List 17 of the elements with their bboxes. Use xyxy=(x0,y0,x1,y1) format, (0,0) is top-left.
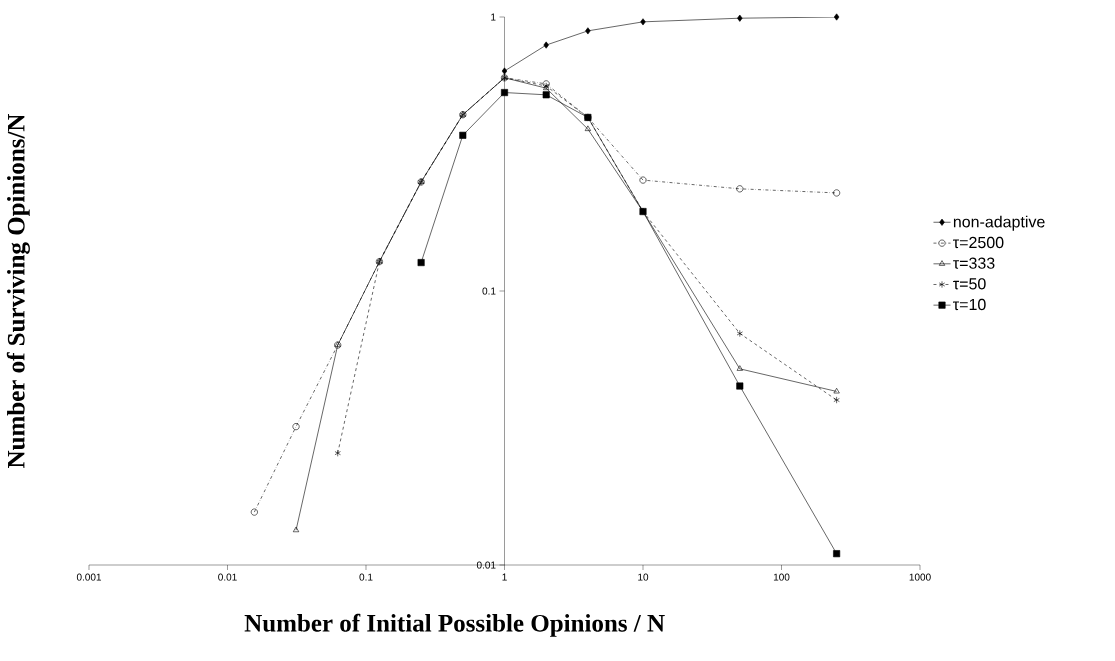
legend-label: τ=50 xyxy=(953,278,986,290)
x-tick-label: 0.01 xyxy=(218,573,237,581)
y-tick-label: 1 xyxy=(491,13,496,21)
y-tick-label: 0.1 xyxy=(482,287,496,295)
legend-label: non-adaptive xyxy=(953,215,1045,231)
y-tick-label: 0.01 xyxy=(476,561,496,569)
legend-label: τ=333 xyxy=(953,257,995,269)
x-tick-label: 100 xyxy=(773,573,790,581)
x-tick-label: 0.001 xyxy=(76,573,102,581)
x-tick-label: 0.1 xyxy=(359,573,373,581)
x-axis-title: Number of Initial Possible Opinions / N xyxy=(244,613,665,637)
x-tick-label: 1000 xyxy=(909,573,931,581)
legend-label: τ=10 xyxy=(953,298,986,311)
legend-label: τ=2500 xyxy=(953,236,1004,249)
x-tick-label: 1 xyxy=(502,573,507,581)
y-axis-title: Number of Surviving Opinions/N xyxy=(6,113,30,468)
x-tick-label: 10 xyxy=(638,573,649,581)
